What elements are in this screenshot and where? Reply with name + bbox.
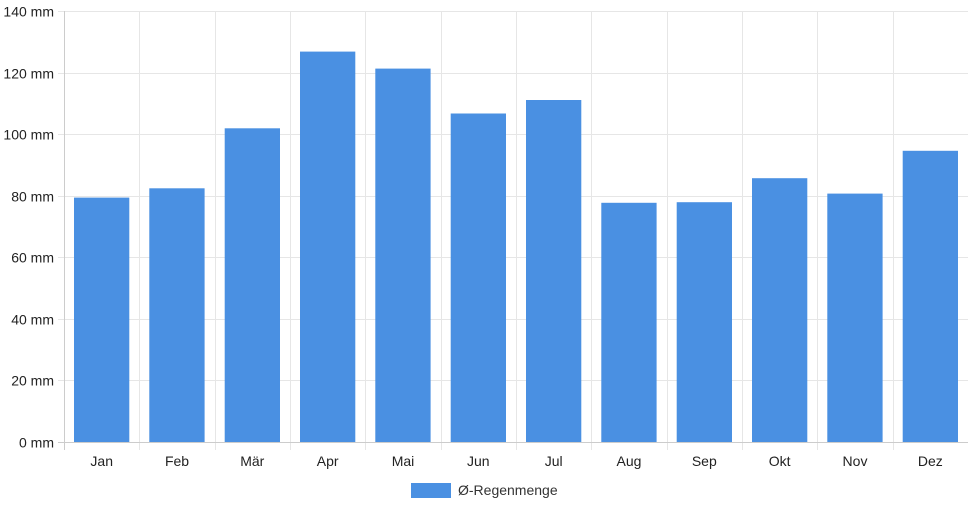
- bars: [74, 51, 958, 443]
- y-axis-tick-labels: 0 mm 20 mm 40 mm 60 mm 80 mm 100 mm 120 mm 140 …: [3, 4, 54, 451]
- axes: [58, 11, 968, 450]
- y-tick-label: 100 mm: [3, 127, 54, 143]
- bar-jun[interactable]: [450, 113, 506, 443]
- x-tick-label: Sep: [692, 453, 717, 469]
- bar-okt[interactable]: [752, 178, 808, 442]
- bar-apr[interactable]: [300, 51, 356, 442]
- x-tick-label: Feb: [165, 453, 189, 469]
- y-tick-label: 140 mm: [3, 4, 54, 20]
- x-tick-label: Okt: [769, 453, 791, 469]
- y-tick-label: 80 mm: [11, 189, 54, 205]
- x-tick-label: Jun: [467, 453, 490, 469]
- bar-feb[interactable]: [149, 188, 205, 442]
- bar-aug[interactable]: [601, 202, 657, 442]
- x-tick-label: Mär: [240, 453, 264, 469]
- x-tick-label: Nov: [843, 453, 868, 469]
- legend-swatch: [411, 483, 451, 498]
- x-tick-label: Jan: [90, 453, 113, 469]
- y-tick-label: 40 mm: [11, 312, 54, 328]
- y-tick-label: 60 mm: [11, 250, 54, 266]
- y-tick-label: 120 mm: [3, 66, 54, 82]
- bar-dez[interactable]: [902, 150, 958, 443]
- x-tick-label: Dez: [918, 453, 943, 469]
- x-tick-label: Mai: [392, 453, 415, 469]
- bar-mai[interactable]: [375, 68, 431, 442]
- bar-jan[interactable]: [74, 197, 130, 442]
- legend-label: Ø-Regenmenge: [458, 482, 558, 498]
- x-tick-label: Apr: [317, 453, 339, 469]
- x-tick-label: Aug: [617, 453, 642, 469]
- bar-nov[interactable]: [827, 193, 883, 442]
- x-tick-label: Jul: [545, 453, 563, 469]
- y-tick-label: 20 mm: [11, 373, 54, 389]
- grid: [58, 11, 968, 450]
- y-tick-label: 0 mm: [19, 435, 54, 451]
- bar-jul[interactable]: [526, 100, 582, 442]
- bar-sep[interactable]: [676, 202, 732, 442]
- x-axis-tick-labels: Jan Feb Mär Apr Mai Jun Jul Aug Sep Okt Nov Dez: [90, 453, 942, 469]
- legend[interactable]: Ø-Regenmenge: [411, 482, 558, 498]
- bar-mär[interactable]: [224, 128, 280, 443]
